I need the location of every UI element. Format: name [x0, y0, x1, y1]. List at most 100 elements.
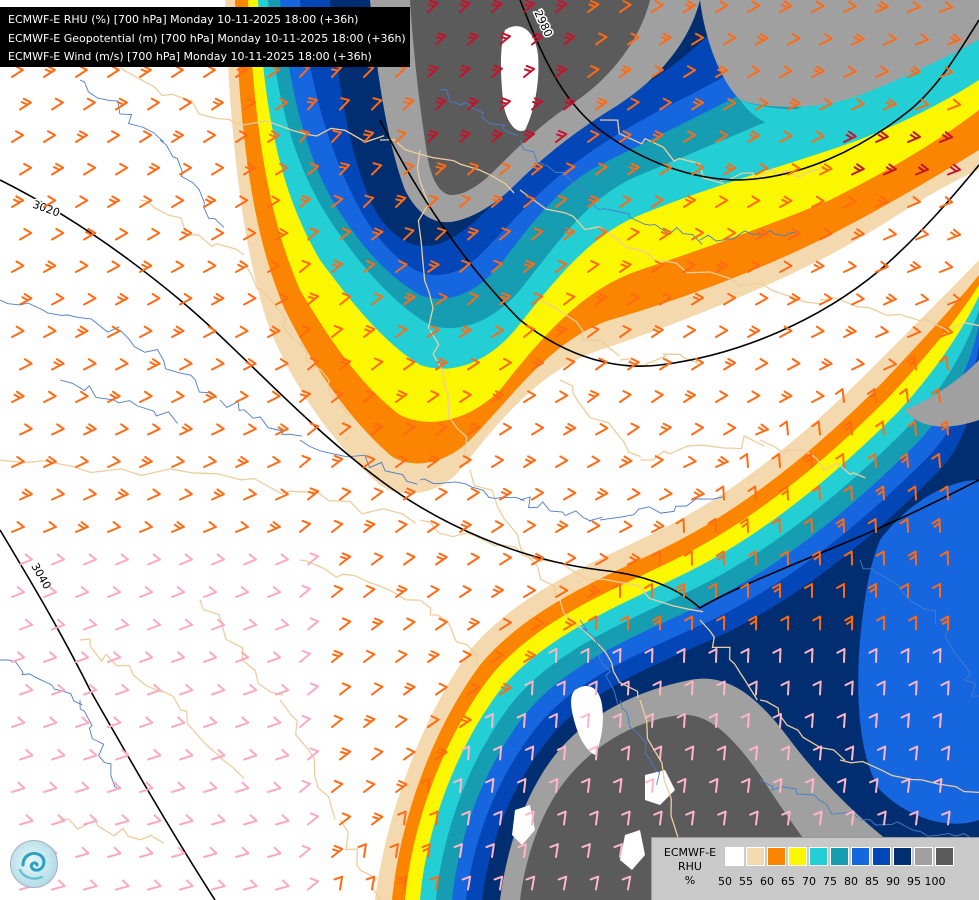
country-border [659, 259, 822, 305]
wind-barb [467, 617, 480, 631]
wind-barb [235, 130, 249, 143]
wind-barb [395, 129, 407, 143]
wind-barb [75, 325, 89, 338]
wind-barb [563, 357, 576, 371]
wind-barb [331, 844, 344, 858]
wind-barb [435, 227, 447, 241]
legend-tick-label: 60 [760, 875, 774, 888]
wind-barb [75, 586, 90, 598]
wind-barb [771, 518, 781, 533]
wind-barb [427, 390, 440, 403]
wind-barb [716, 680, 726, 696]
wind-barb [339, 357, 352, 371]
wind-barb [652, 745, 663, 761]
wind-barb [931, 518, 941, 533]
wind-barb [331, 714, 344, 728]
legend-swatch [767, 847, 786, 866]
wind-barb [75, 455, 89, 468]
wind-barb [427, 0, 439, 13]
wind-barb [243, 358, 257, 371]
country-border [839, 759, 979, 793]
map-title-box: ECMWF-E RHU (%) [700 hPa] Monday 10-11-2… [0, 7, 410, 67]
wind-barb [203, 455, 217, 468]
wind-barb [371, 162, 383, 176]
rh-dry-pocket [500, 26, 539, 131]
wind-barb [499, 162, 512, 176]
legend-title-variable: RHU [678, 860, 702, 873]
wind-barb [747, 195, 761, 208]
wind-barb [715, 195, 729, 208]
wind-barb [493, 810, 503, 826]
wind-barb [755, 228, 769, 241]
wind-barb [557, 875, 568, 891]
wind-barb [331, 519, 344, 533]
wind-barb [275, 553, 290, 566]
wind-barb [587, 195, 600, 208]
wind-barb [107, 521, 121, 533]
wind-barb [563, 422, 577, 436]
wind-barb [811, 420, 821, 436]
wind-barb [939, 550, 949, 566]
wind-barb [491, 455, 504, 468]
wind-barb [651, 550, 661, 566]
wind-barb [620, 680, 630, 696]
wind-barb [580, 713, 590, 728]
wind-barb [947, 228, 962, 241]
wind-barb [867, 388, 877, 403]
wind-barb [485, 843, 495, 858]
wind-barb [659, 227, 672, 241]
wind-barb [843, 550, 853, 566]
wind-barb [787, 358, 801, 371]
wind-barb [427, 129, 439, 143]
wind-barb [19, 553, 34, 566]
wind-barb [275, 423, 289, 436]
river-line [119, 329, 218, 399]
wind-barb [371, 747, 384, 761]
wind-barb [676, 713, 686, 728]
wind-barb [651, 195, 664, 208]
wind-barb [115, 162, 129, 176]
wind-barb [619, 455, 633, 468]
wind-barb [621, 875, 632, 891]
wind-barb [306, 97, 318, 111]
wind-barb [683, 455, 697, 468]
wind-barb [940, 745, 951, 761]
wind-barb [563, 617, 577, 631]
wind-barb [171, 846, 186, 858]
wind-barb [147, 814, 162, 826]
wind-barb [331, 259, 344, 273]
wind-barb [371, 812, 384, 826]
wind-barb [803, 583, 813, 598]
wind-barb [619, 0, 632, 13]
wind-barb [485, 778, 495, 793]
wind-barb [909, 810, 919, 826]
country-border [159, 689, 245, 779]
wind-barb [107, 716, 122, 728]
river-line [859, 559, 937, 624]
wind-barb [651, 455, 664, 468]
wind-barb [652, 615, 662, 631]
wind-barb [179, 814, 194, 826]
wind-barb [139, 846, 154, 858]
wind-barb [755, 163, 769, 176]
wind-barb [787, 293, 801, 306]
wind-barb [819, 163, 833, 176]
wind-barb [805, 778, 815, 793]
wind-barb [43, 390, 57, 403]
wind-barb [115, 749, 130, 761]
wind-barb [51, 879, 66, 891]
wind-barb [492, 745, 503, 761]
wind-barb [595, 553, 609, 566]
wind-barb [523, 194, 536, 208]
wind-barb [939, 196, 954, 208]
wind-barb [461, 810, 471, 826]
country-border [539, 559, 704, 613]
wind-barb [299, 324, 312, 338]
wind-barb [371, 552, 384, 566]
wind-barb [491, 259, 503, 273]
wind-barb [211, 358, 225, 371]
wind-barb [179, 423, 193, 436]
wind-barb [531, 487, 545, 501]
